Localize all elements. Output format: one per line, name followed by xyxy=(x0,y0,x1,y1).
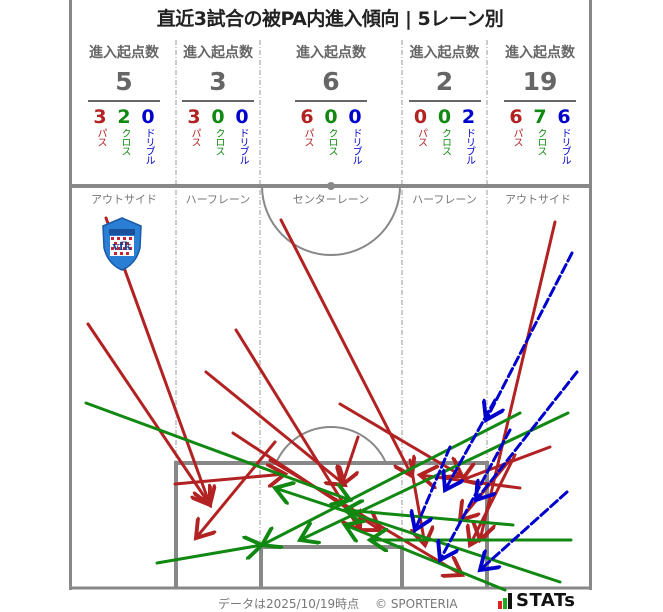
dribble-count: 0 xyxy=(348,106,362,128)
pass-label: パス xyxy=(95,128,106,146)
center-spot xyxy=(327,182,335,190)
divider xyxy=(408,100,481,102)
lane-name-outside-left: アウトサイド xyxy=(91,193,157,206)
lane-stat-header: 進入起点数 xyxy=(89,45,159,61)
chart-title: 直近3試合の被PA内進入傾向 | 5レーン別 xyxy=(156,8,504,30)
pass-label: パス xyxy=(415,128,427,146)
frame-right-border xyxy=(589,0,592,590)
pass-arrow xyxy=(480,220,557,540)
lane-total: 5 xyxy=(115,67,133,96)
cross-arrow xyxy=(345,525,507,592)
lane-stat-outside-left: 進入起点数 5 3 パス 2 クロス 0 ドリブル xyxy=(82,42,166,164)
lane-name-halflane-left: ハーフレーン xyxy=(185,193,251,206)
vfk-crest-icon: vfk xyxy=(102,217,142,271)
dribble-label: ドリブル xyxy=(143,128,154,164)
pass-arrow xyxy=(234,328,360,530)
cross-label: クロス xyxy=(119,128,130,155)
dribble-arrow xyxy=(476,370,579,500)
lane-name-halflane-right: ハーフレーン xyxy=(412,193,477,206)
dribble-count: 2 xyxy=(461,106,476,128)
cross-label: クロス xyxy=(535,128,546,155)
divider xyxy=(182,100,254,102)
cross-label: クロス xyxy=(326,128,337,155)
pass-label: パス xyxy=(189,128,200,146)
dribble-count: 6 xyxy=(557,106,571,128)
lane-total: 2 xyxy=(435,67,454,96)
cross-count: 0 xyxy=(324,106,338,128)
dribble-count: 0 xyxy=(235,106,249,128)
pass-count: 0 xyxy=(413,106,428,128)
frame-left-border xyxy=(69,0,72,590)
dribble-arrow xyxy=(445,398,497,490)
cross-arrow xyxy=(84,401,350,500)
pass-label: パス xyxy=(511,128,522,146)
arrow-layer xyxy=(84,216,579,592)
divider xyxy=(295,100,367,102)
brand-name: STATs xyxy=(516,590,576,611)
cross-count: 2 xyxy=(117,106,131,128)
divider xyxy=(504,100,576,102)
pass-label: パス xyxy=(302,128,313,146)
dribble-label: ドリブル xyxy=(463,128,475,164)
lane-stat-header: 進入起点数 xyxy=(183,45,253,61)
pass-arrow xyxy=(173,474,285,484)
lane-stat-header: 進入起点数 xyxy=(296,45,366,61)
divider xyxy=(88,100,160,102)
copyright: © SPORTERIA xyxy=(375,597,458,611)
dribble-arrow xyxy=(440,428,512,560)
pass-arrow xyxy=(342,435,360,485)
dribble-arrow xyxy=(480,490,569,570)
pass-arrow xyxy=(196,440,277,538)
data-date: データは2025/10/19時点 xyxy=(218,597,360,611)
cross-arrow xyxy=(155,545,262,565)
dribble-label: ドリブル xyxy=(559,128,570,164)
cross-label: クロス xyxy=(439,128,451,155)
pass-arrow xyxy=(279,218,412,476)
lane-stat-halflane-left: 進入起点数 3 3 パス 0 クロス 0 ドリブル xyxy=(177,42,259,164)
dribble-arrow xyxy=(415,445,452,530)
lane-total: 19 xyxy=(522,67,558,96)
dribble-label: ドリブル xyxy=(350,128,361,164)
center-circle xyxy=(261,185,401,256)
pass-arrow xyxy=(86,322,210,505)
pass-count: 6 xyxy=(300,106,314,128)
cross-count: 0 xyxy=(211,106,225,128)
lane-stat-halflane-right: 進入起点数 2 0 パス 0 クロス 2 ドリブル xyxy=(403,42,486,164)
lane-name-outside-right: アウトサイド xyxy=(505,193,571,206)
footer-text: データは2025/10/19時点 © SPORTERIA xyxy=(218,595,458,612)
lane-stat-header: 進入起点数 xyxy=(409,45,480,61)
cross-arrow xyxy=(275,488,562,584)
lane-stat-outside-right: 進入起点数 19 6 パス 7 クロス 6 ドリブル xyxy=(492,42,588,164)
dribble-arrow xyxy=(486,251,574,420)
svg-text:vfk: vfk xyxy=(112,240,132,253)
pass-count: 6 xyxy=(509,106,523,128)
goal-area xyxy=(259,545,404,588)
lane-name-center: センターレーン xyxy=(292,193,370,206)
pass-count: 3 xyxy=(93,106,107,128)
lane-stat-header: 進入起点数 xyxy=(505,45,575,61)
lane-total: 6 xyxy=(322,67,340,96)
lane-stat-center: 進入起点数 6 6 パス 0 クロス 0 ドリブル xyxy=(261,42,401,164)
dribble-label: ドリブル xyxy=(237,128,248,164)
cross-label: クロス xyxy=(213,128,224,155)
lane-total: 3 xyxy=(209,67,227,96)
pass-count: 3 xyxy=(187,106,201,128)
dribble-count: 0 xyxy=(141,106,155,128)
cross-count: 7 xyxy=(533,106,547,128)
lane-dividers xyxy=(175,40,488,588)
pass-arrow xyxy=(204,370,345,485)
brand-logo: STATs xyxy=(498,590,575,611)
stats-bars-icon xyxy=(498,592,512,609)
cross-count: 0 xyxy=(437,106,452,128)
penalty-arc xyxy=(275,425,387,464)
